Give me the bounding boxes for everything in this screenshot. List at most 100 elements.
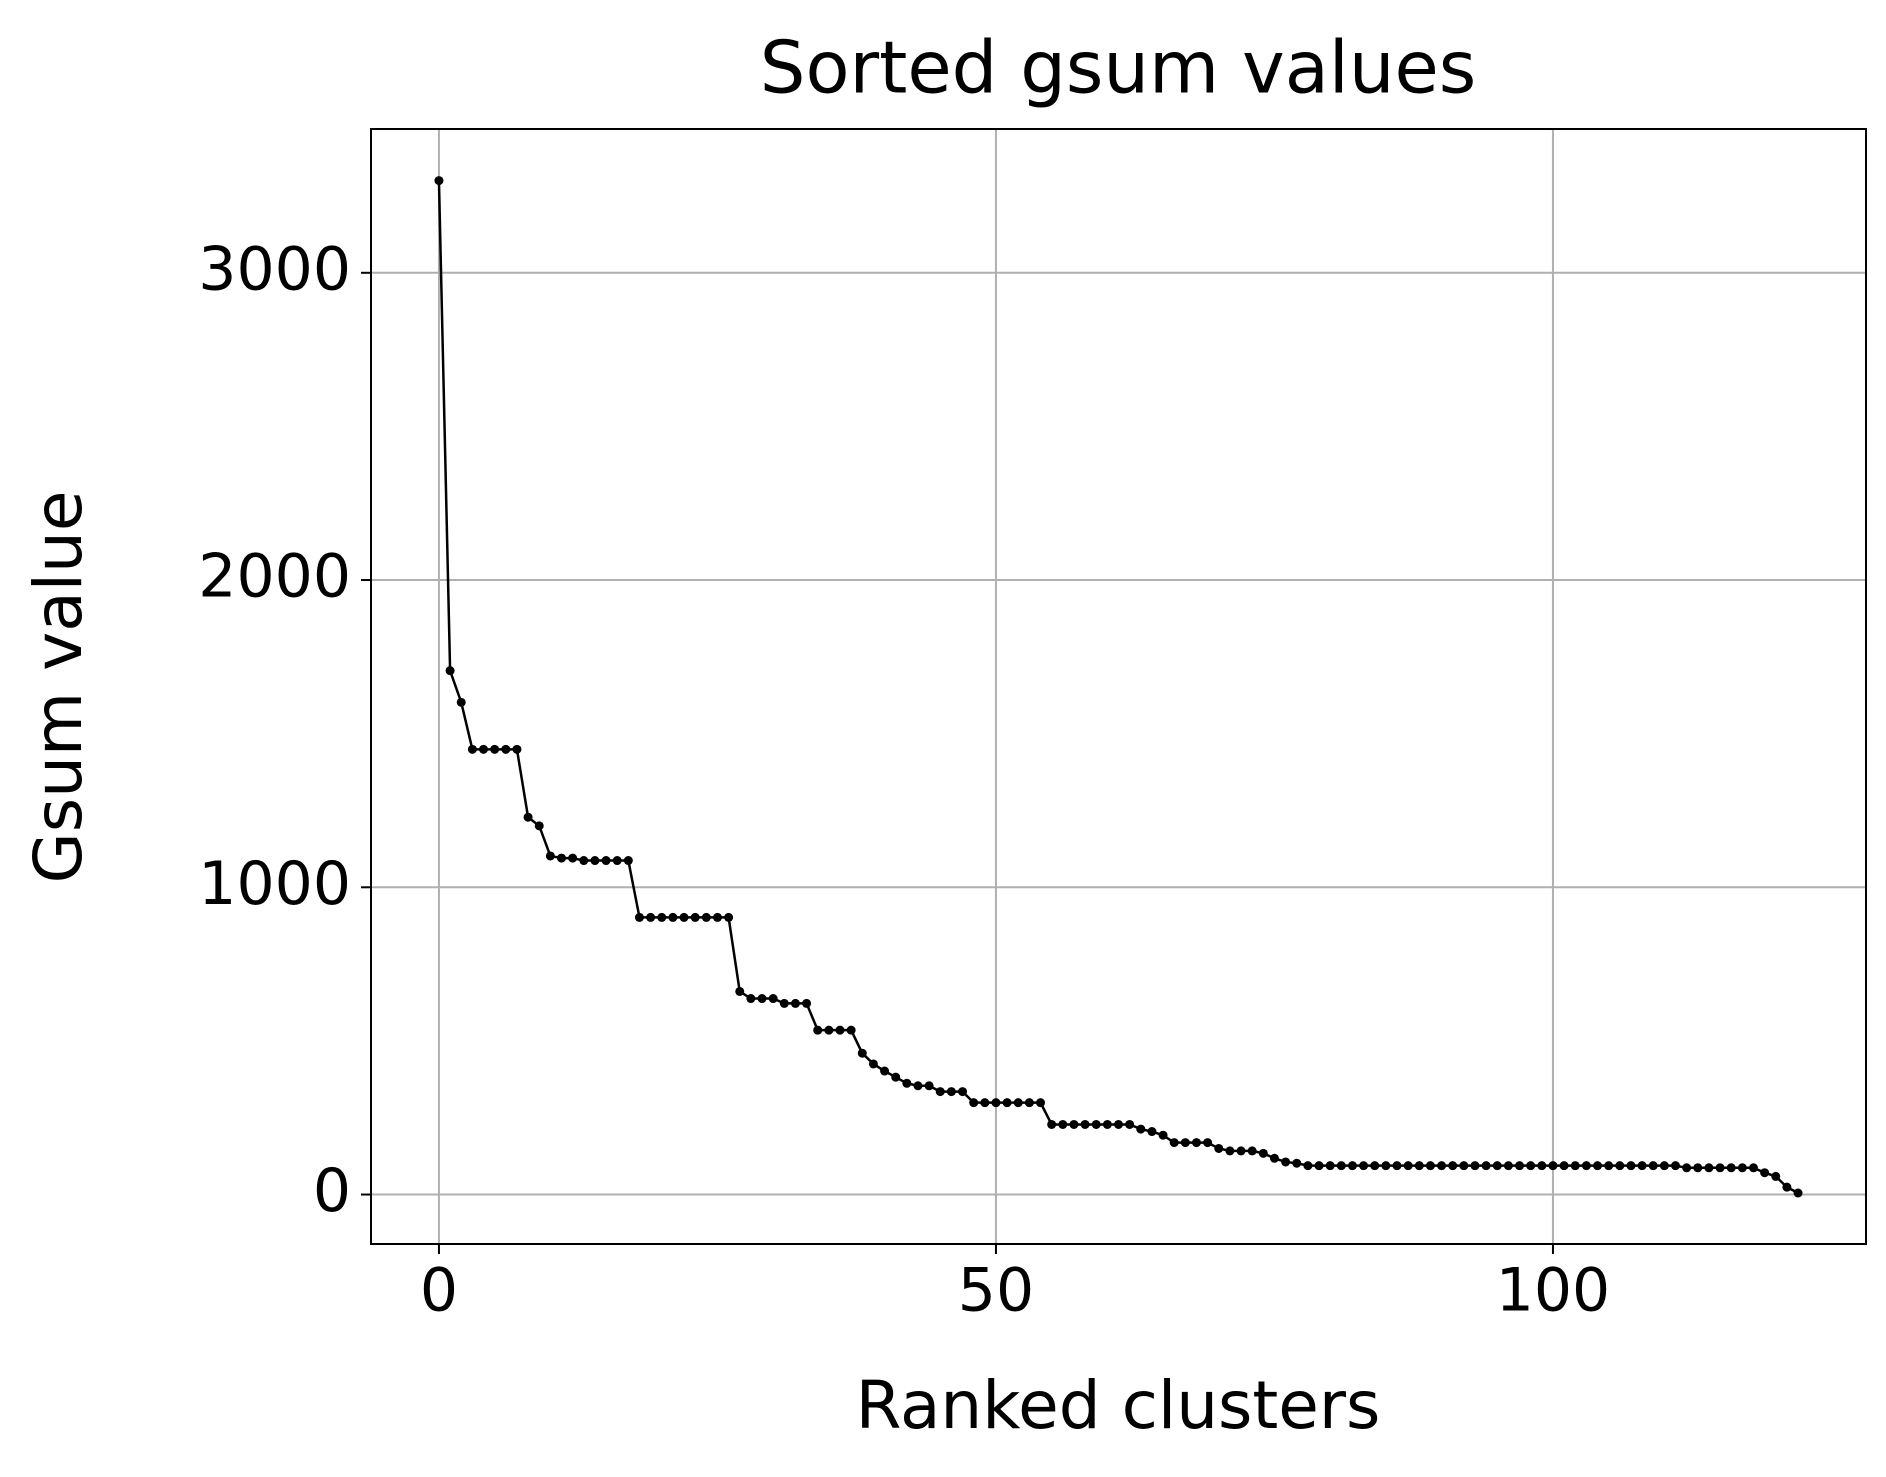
marker <box>969 1098 979 1108</box>
marker <box>880 1066 890 1076</box>
marker <box>746 994 756 1004</box>
x-tick-label: 0 <box>420 1256 458 1326</box>
marker <box>1258 1148 1268 1158</box>
marker <box>1581 1161 1591 1171</box>
marker <box>1191 1138 1201 1148</box>
marker <box>612 856 622 866</box>
marker <box>1158 1130 1168 1140</box>
marker <box>1292 1158 1302 1168</box>
x-tick-label: 50 <box>958 1256 1034 1326</box>
marker <box>946 1087 956 1097</box>
marker <box>1214 1143 1224 1153</box>
marker <box>1359 1161 1369 1171</box>
marker <box>1180 1138 1190 1148</box>
marker <box>1548 1161 1558 1171</box>
marker <box>1492 1161 1502 1171</box>
marker <box>1448 1161 1458 1171</box>
marker <box>1526 1161 1536 1171</box>
marker <box>991 1098 1001 1108</box>
marker <box>1659 1161 1669 1171</box>
marker <box>1459 1161 1469 1171</box>
marker <box>523 812 533 822</box>
marker <box>579 856 589 866</box>
y-tick-label: 0 <box>313 1156 351 1226</box>
marker <box>701 912 711 922</box>
marker <box>724 912 734 922</box>
chart-title: Sorted gsum values <box>760 26 1477 110</box>
marker <box>1648 1161 1658 1171</box>
marker <box>1570 1161 1580 1171</box>
marker <box>456 697 466 707</box>
marker <box>1503 1161 1513 1171</box>
marker <box>1481 1161 1491 1171</box>
y-tick-label: 2000 <box>198 542 351 612</box>
marker <box>1325 1161 1335 1171</box>
marker <box>924 1081 934 1091</box>
marker <box>1760 1168 1770 1178</box>
marker <box>891 1072 901 1082</box>
marker <box>623 856 633 866</box>
marker <box>1403 1161 1413 1171</box>
marker <box>1793 1188 1803 1198</box>
marker <box>1593 1161 1603 1171</box>
marker <box>1737 1163 1747 1173</box>
marker <box>434 176 444 186</box>
marker <box>980 1098 990 1108</box>
marker <box>512 744 522 754</box>
marker <box>590 856 600 866</box>
marker <box>1626 1161 1636 1171</box>
y-axis-label: Gsum value <box>20 491 97 884</box>
x-axis-label: Ranked clusters <box>856 1367 1381 1444</box>
marker <box>634 912 644 922</box>
marker <box>902 1078 912 1088</box>
marker <box>757 994 767 1004</box>
marker <box>1437 1161 1447 1171</box>
marker <box>1704 1163 1714 1173</box>
marker <box>1370 1161 1380 1171</box>
marker <box>490 744 500 754</box>
marker <box>1102 1119 1112 1129</box>
marker <box>868 1059 878 1069</box>
marker <box>1314 1161 1324 1171</box>
marker <box>1537 1161 1547 1171</box>
marker <box>813 1025 823 1035</box>
marker <box>601 856 611 866</box>
marker <box>712 912 722 922</box>
marker <box>534 821 544 831</box>
marker <box>1559 1161 1569 1171</box>
marker <box>479 744 489 754</box>
marker <box>846 1025 856 1035</box>
marker <box>1125 1119 1135 1129</box>
marker <box>802 998 812 1008</box>
marker <box>445 666 455 676</box>
marker <box>735 986 745 996</box>
y-tick-label: 3000 <box>198 234 351 304</box>
marker <box>1682 1163 1692 1173</box>
marker <box>1425 1161 1435 1171</box>
marker <box>668 912 678 922</box>
marker <box>1236 1146 1246 1156</box>
marker <box>1114 1119 1123 1129</box>
marker <box>1637 1161 1647 1171</box>
marker <box>935 1087 945 1097</box>
marker <box>1414 1161 1424 1171</box>
marker <box>1147 1127 1157 1137</box>
marker <box>1726 1163 1736 1173</box>
marker <box>1203 1138 1213 1148</box>
marker <box>1047 1119 1057 1129</box>
marker <box>1169 1138 1179 1148</box>
marker <box>1392 1161 1402 1171</box>
marker <box>1470 1161 1480 1171</box>
marker <box>790 998 800 1008</box>
marker <box>646 912 656 922</box>
marker <box>1002 1098 1012 1108</box>
marker <box>657 912 667 922</box>
y-tick-label: 1000 <box>198 849 351 919</box>
x-tick-label: 100 <box>1496 1256 1611 1326</box>
marker <box>1091 1119 1101 1129</box>
marker <box>1604 1161 1614 1171</box>
marker <box>1748 1163 1758 1173</box>
marker <box>545 851 555 861</box>
